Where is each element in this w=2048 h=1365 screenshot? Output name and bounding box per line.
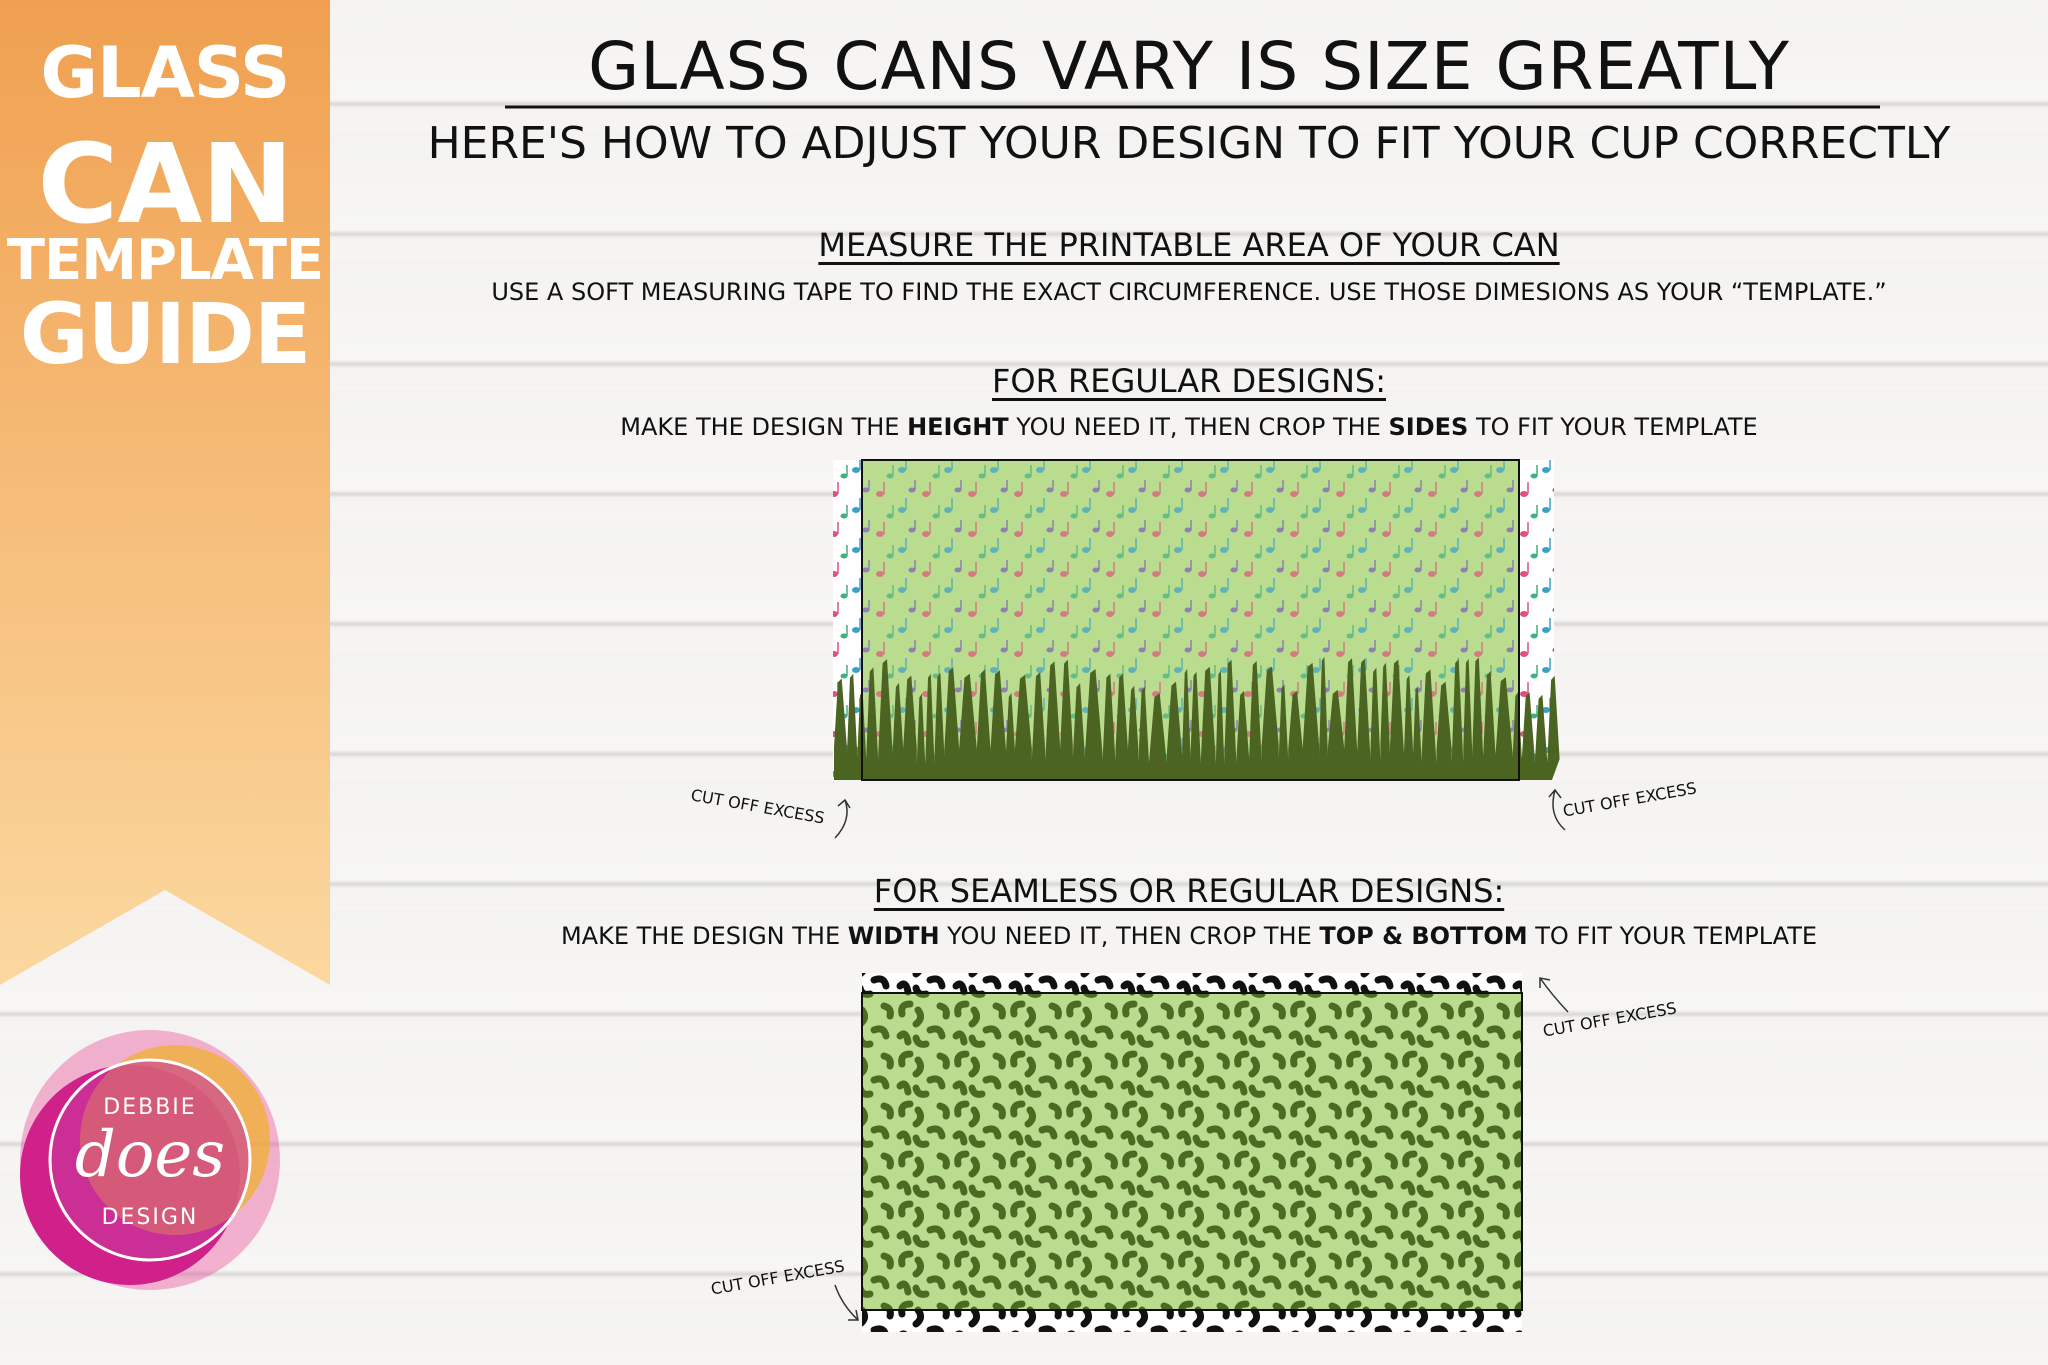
logo-text: does bbox=[74, 1118, 226, 1192]
text-bold: WIDTH bbox=[847, 922, 940, 950]
banner-line: TEMPLATE bbox=[6, 228, 324, 293]
banner-line: CAN bbox=[37, 120, 294, 248]
banner-line: GLASS bbox=[40, 32, 291, 114]
arrow bbox=[1539, 977, 1569, 1013]
section-text: MAKE THE DESIGN THE WIDTH YOU NEED IT, T… bbox=[330, 922, 2048, 950]
template-outline bbox=[861, 459, 1520, 781]
banner-line: GUIDE bbox=[19, 285, 312, 383]
template-outline bbox=[861, 992, 1523, 1311]
section-text: MAKE THE DESIGN THE HEIGHT YOU NEED IT, … bbox=[330, 413, 2048, 441]
text: YOU NEED IT, THEN CROP THE bbox=[1008, 413, 1389, 441]
text: TO FIT YOUR TEMPLATE bbox=[1468, 413, 1758, 441]
text-bold: TOP & BOTTOM bbox=[1319, 922, 1528, 950]
arrow bbox=[834, 1284, 859, 1321]
arrow bbox=[834, 798, 851, 839]
text: YOU NEED IT, THEN CROP THE bbox=[939, 922, 1320, 950]
text: MAKE THE DESIGN THE bbox=[620, 413, 908, 441]
section-heading: MEASURE THE PRINTABLE AREA OF YOUR CAN bbox=[818, 226, 1560, 264]
text: TO FIT YOUR TEMPLATE bbox=[1527, 922, 1818, 950]
text-bold: HEIGHT bbox=[907, 413, 1009, 441]
crowd-silhouette bbox=[834, 656, 1560, 780]
subtitle: HERE'S HOW TO ADJUST YOUR DESIGN TO FIT … bbox=[427, 118, 1951, 169]
logo-text: DEBBIE bbox=[103, 1095, 197, 1120]
logo-text: DESIGN bbox=[101, 1205, 199, 1230]
text-bold: SIDES bbox=[1388, 413, 1469, 441]
banner bbox=[0, 0, 330, 985]
arrow bbox=[1548, 788, 1566, 831]
section-heading: FOR REGULAR DESIGNS: bbox=[992, 362, 1386, 400]
section-text: USE A SOFT MEASURING TAPE TO FIND THE EX… bbox=[491, 278, 1887, 306]
leopard-pattern bbox=[862, 993, 1522, 1310]
section-heading: FOR SEAMLESS OR REGULAR DESIGNS: bbox=[873, 872, 1505, 910]
title: GLASS CANS VARY IS SIZE GREATLY bbox=[588, 28, 1790, 105]
logo bbox=[20, 1030, 280, 1290]
text: MAKE THE DESIGN THE bbox=[560, 922, 848, 950]
